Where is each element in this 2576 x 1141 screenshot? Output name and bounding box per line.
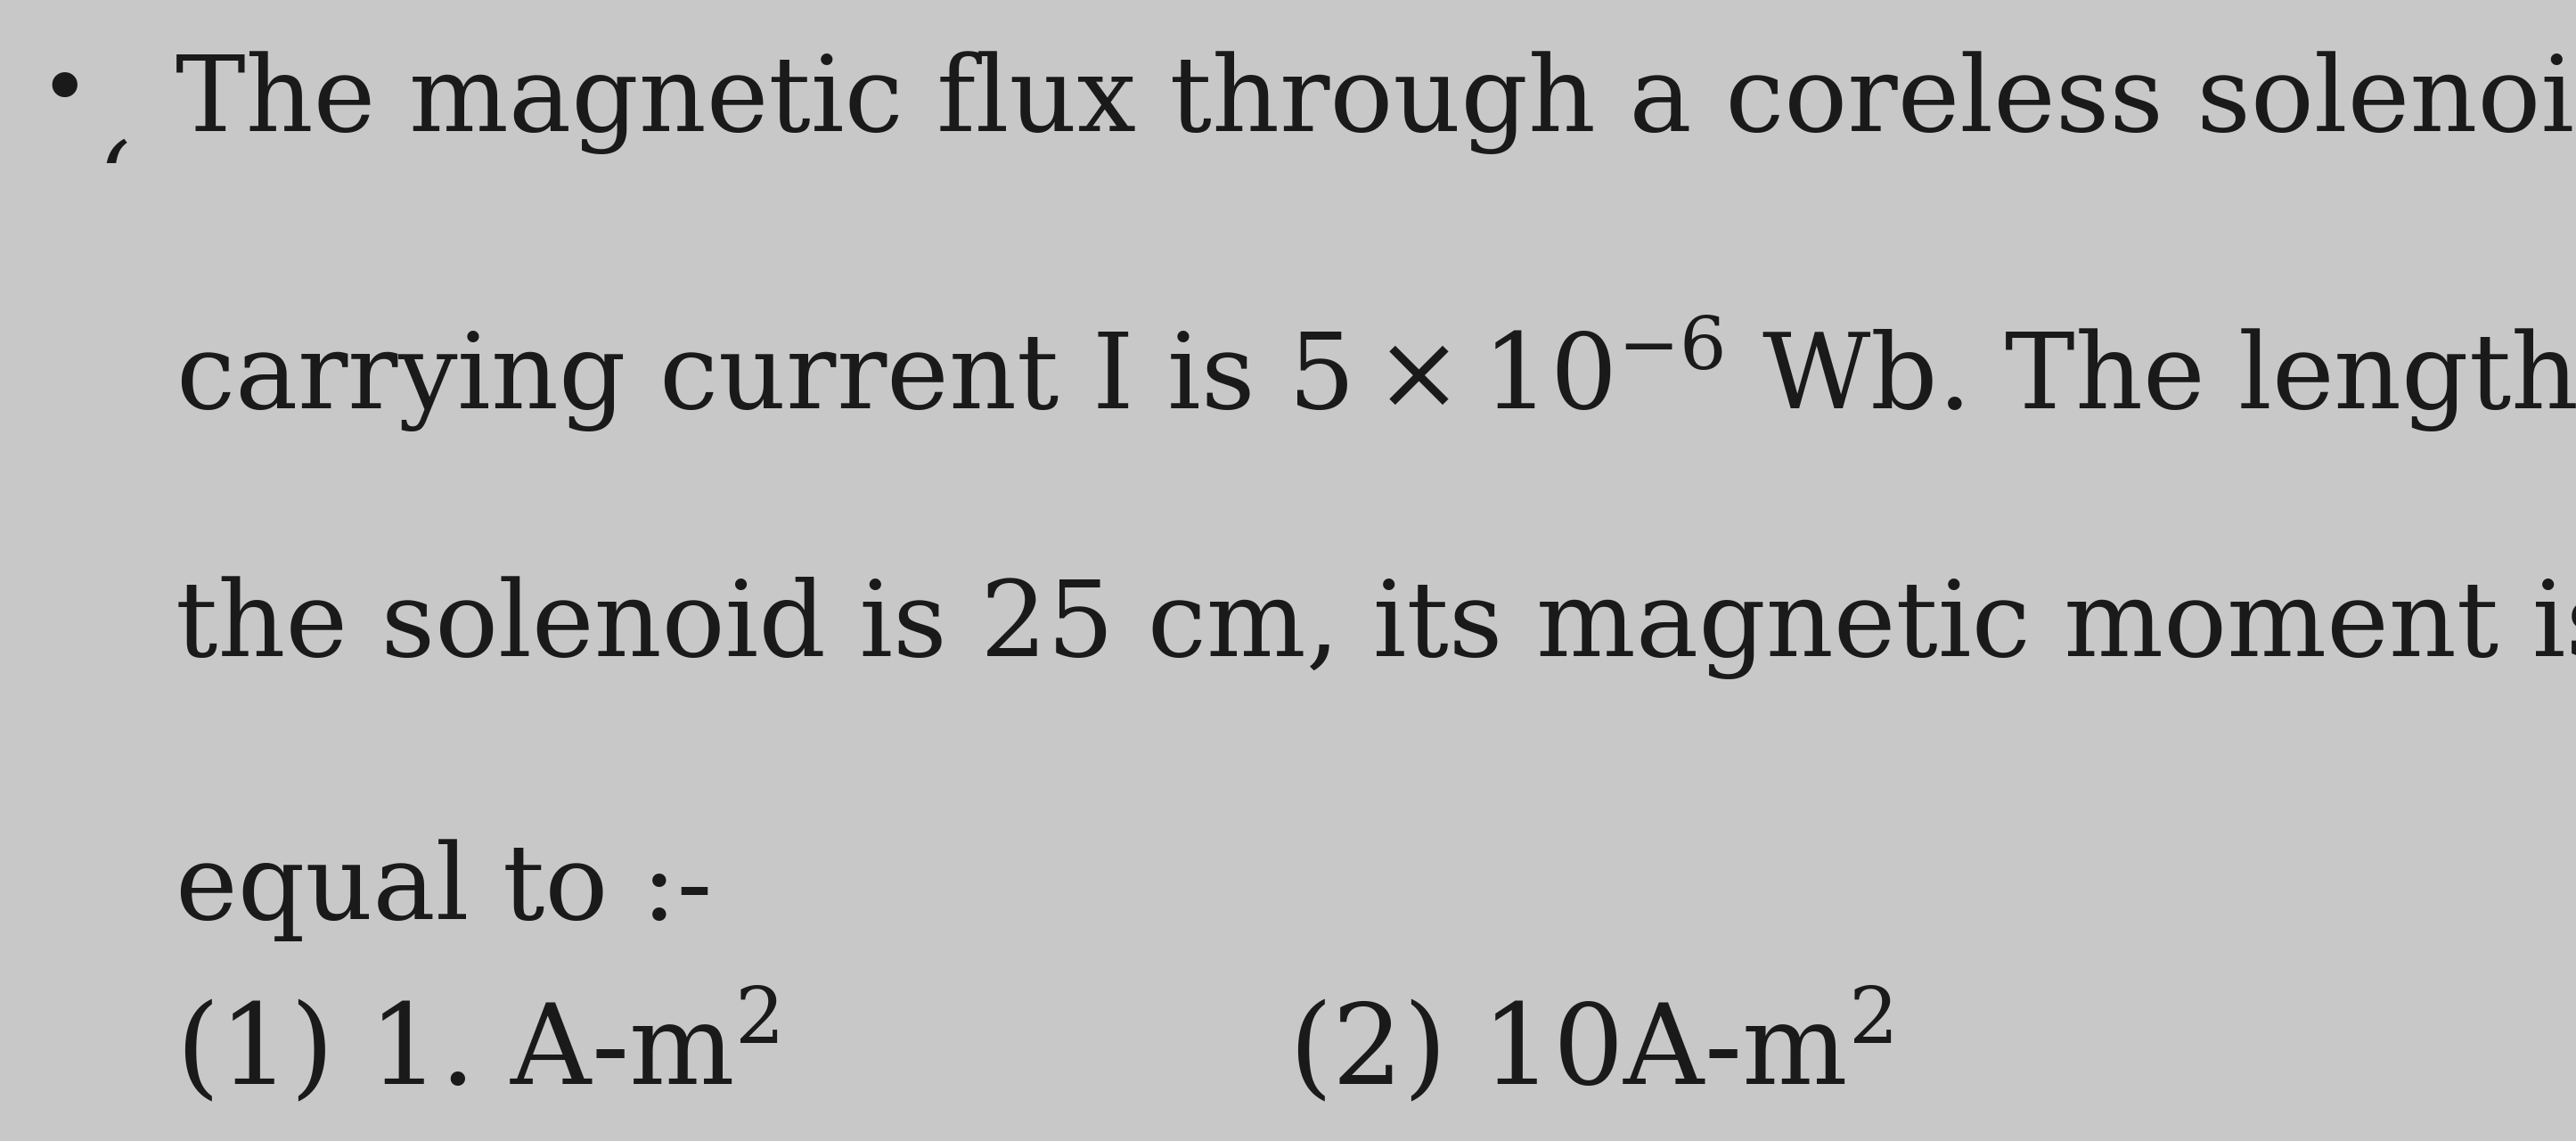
- Text: carrying current I is $5 \times 10^{-6}$ Wb. The length of: carrying current I is $5 \times 10^{-6}$…: [175, 314, 2576, 435]
- Text: equal to :-: equal to :-: [175, 839, 711, 941]
- Text: •: •: [39, 51, 90, 135]
- Text: ‘: ‘: [98, 137, 129, 233]
- Text: the solenoid is 25 cm, its magnetic moment is: the solenoid is 25 cm, its magnetic mome…: [175, 576, 2576, 679]
- Text: (2) 10A-m$^{2}$: (2) 10A-m$^{2}$: [1288, 987, 1891, 1107]
- Text: (1) 1. A-m$^{2}$: (1) 1. A-m$^{2}$: [175, 987, 778, 1107]
- Text: The magnetic flux through a coreless solenoid: The magnetic flux through a coreless sol…: [175, 51, 2576, 154]
